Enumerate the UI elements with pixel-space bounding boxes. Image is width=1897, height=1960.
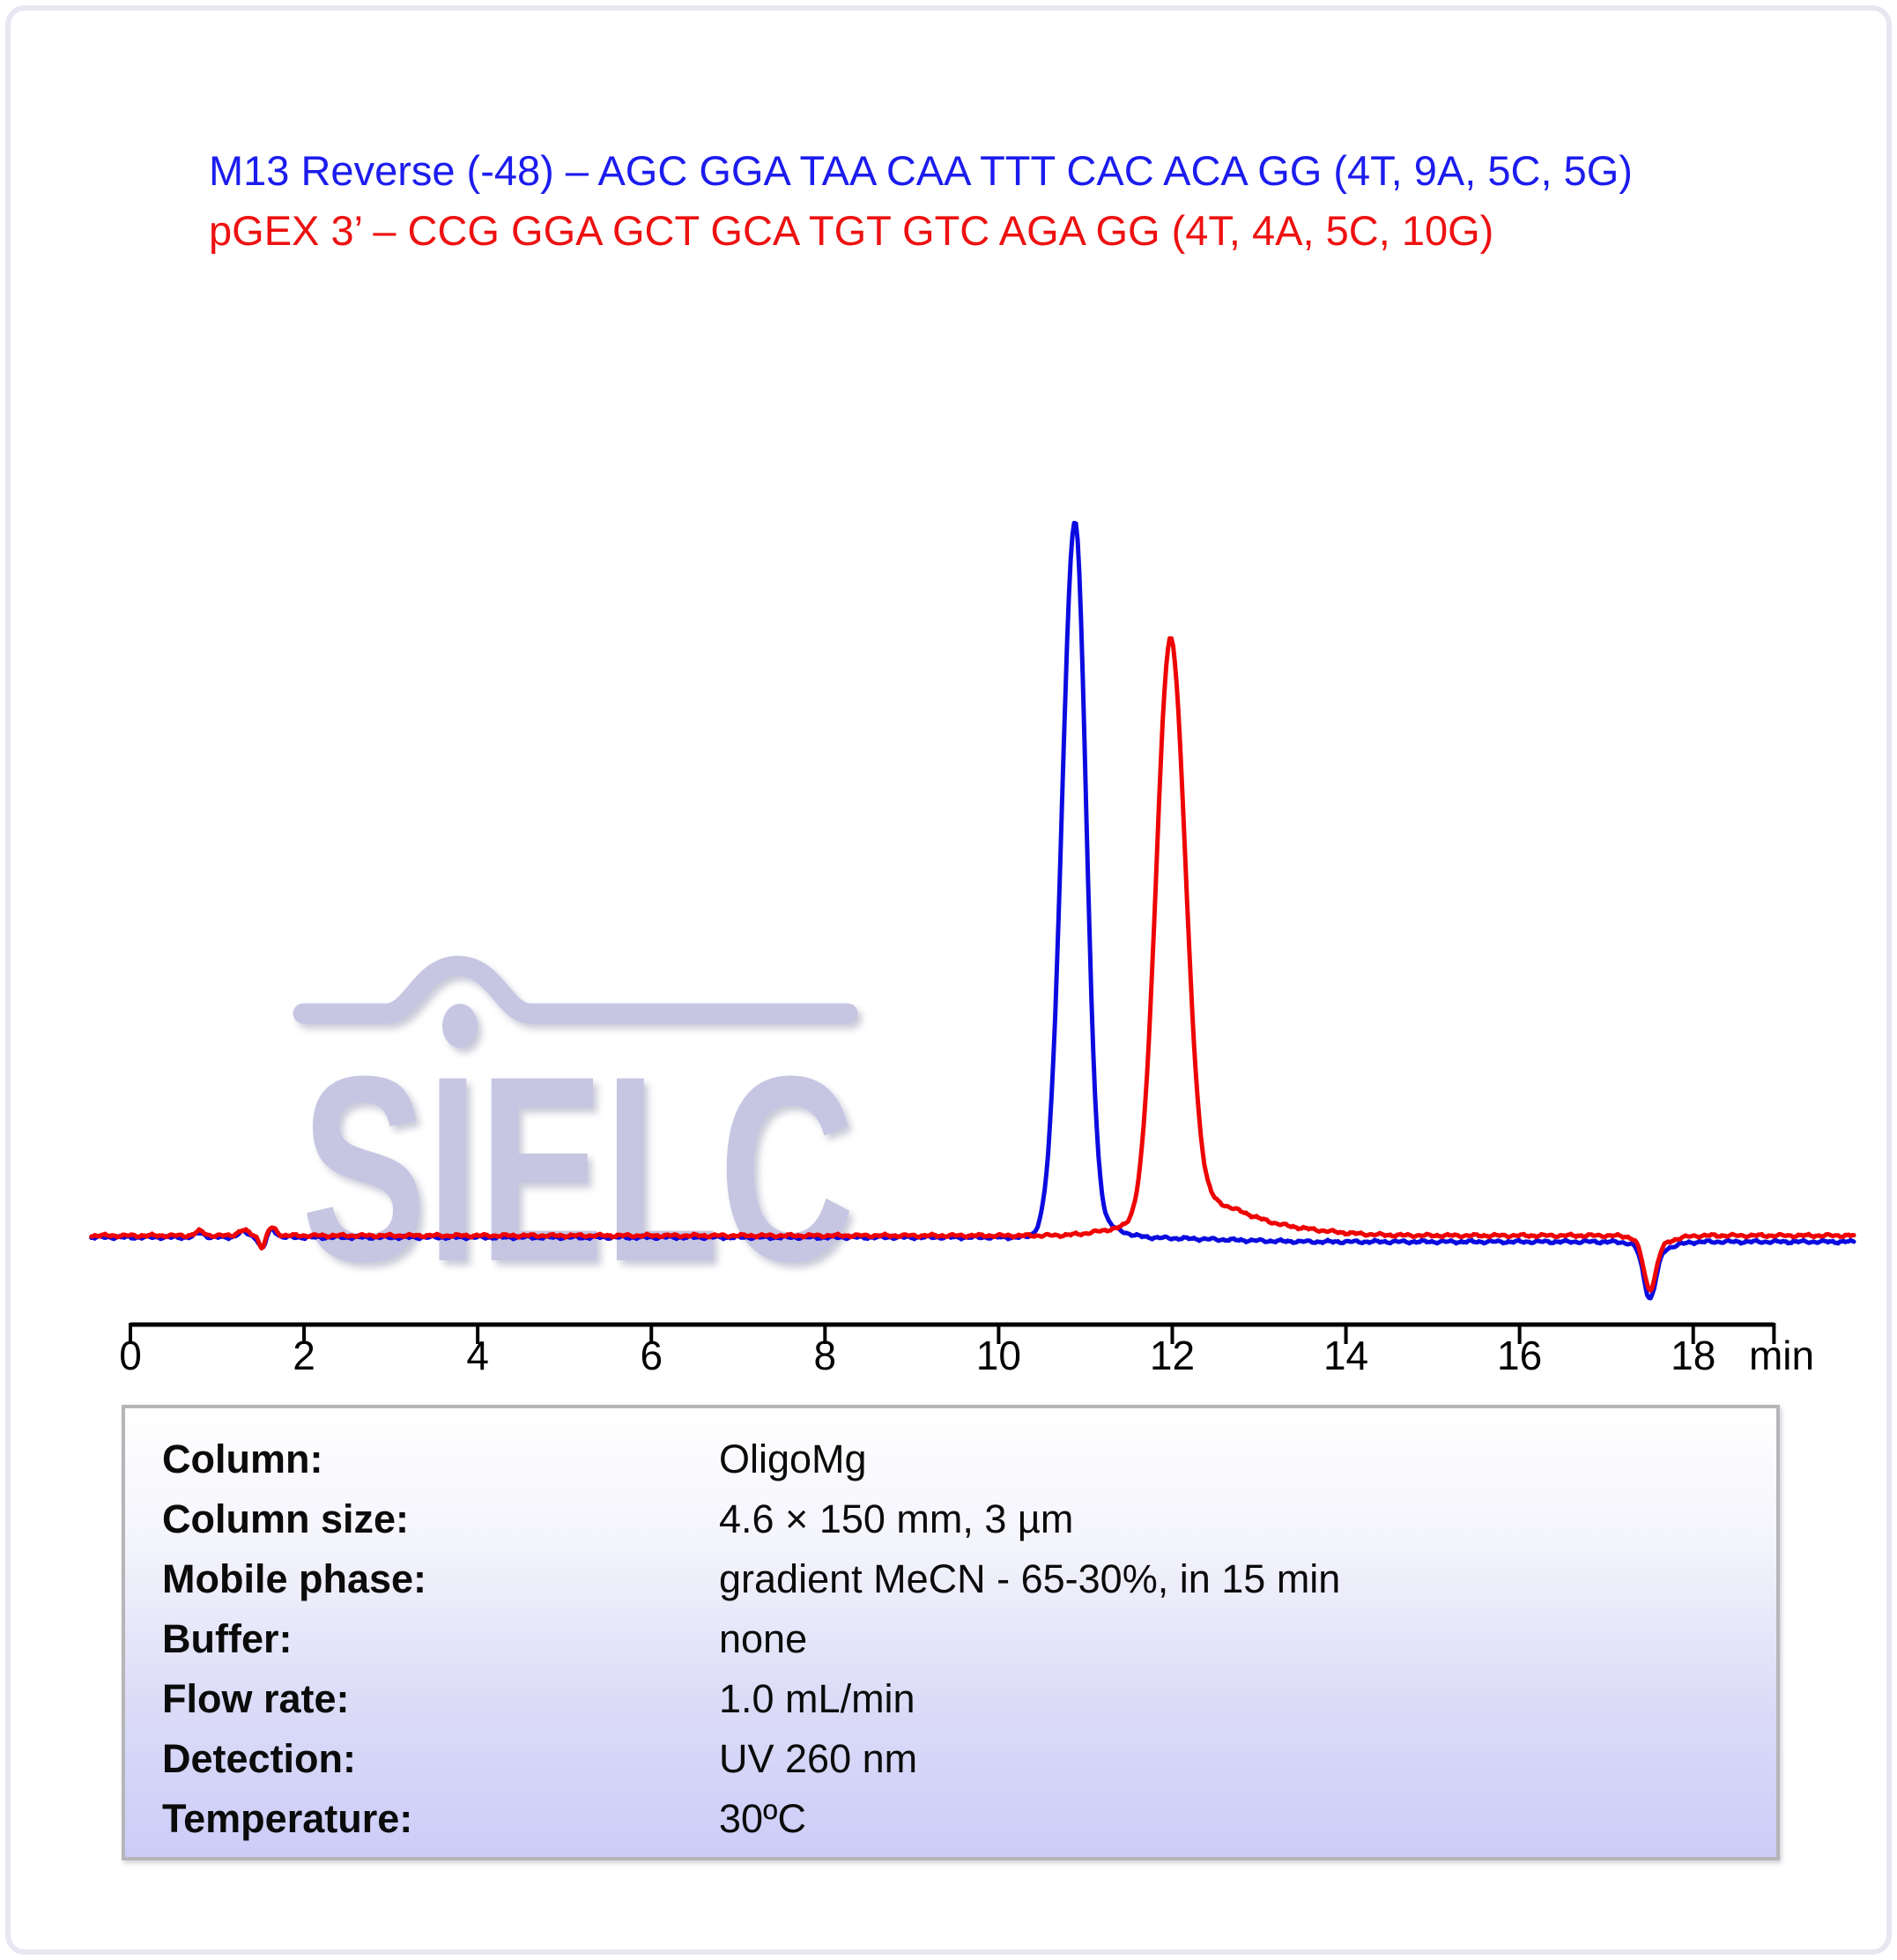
param-label: Temperature: bbox=[162, 1796, 413, 1841]
x-tick-label: 18 bbox=[1671, 1333, 1716, 1378]
param-value: 1.0 mL/min bbox=[719, 1676, 915, 1721]
param-label: Mobile phase: bbox=[162, 1556, 427, 1601]
param-label: Column size: bbox=[162, 1496, 410, 1541]
param-row: Column: OligoMg bbox=[125, 1429, 1776, 1489]
x-axis bbox=[129, 1322, 1776, 1344]
logo-dot-icon bbox=[442, 1004, 478, 1048]
param-row: Detection: UV 260 nm bbox=[125, 1729, 1776, 1789]
logo-peak-curve-icon bbox=[293, 955, 858, 1024]
x-tick-label: 14 bbox=[1323, 1333, 1369, 1378]
param-value: gradient MeCN - 65-30%, in 15 min bbox=[719, 1556, 1341, 1601]
trace-red-pgex bbox=[89, 635, 1856, 1293]
x-tick-label: 12 bbox=[1149, 1333, 1196, 1378]
sielc-watermark-logo: SIELC bbox=[293, 955, 858, 1317]
param-value: 4.6 × 150 mm, 3 µm bbox=[719, 1496, 1074, 1541]
trace-layer bbox=[89, 520, 1856, 1301]
param-row: Mobile phase: gradient MeCN - 65-30%, in… bbox=[125, 1549, 1776, 1609]
param-value: UV 260 nm bbox=[719, 1736, 918, 1781]
param-value: 30ºC bbox=[719, 1796, 806, 1841]
param-label: Buffer: bbox=[162, 1616, 293, 1661]
param-value: none bbox=[719, 1616, 808, 1661]
x-tick-label: 2 bbox=[293, 1333, 315, 1378]
x-tick-label: 4 bbox=[466, 1333, 489, 1378]
x-tick-label: 6 bbox=[640, 1333, 663, 1378]
method-parameters-panel: Column: OligoMg Column size: 4.6 × 150 m… bbox=[122, 1405, 1780, 1860]
x-tick-label: 10 bbox=[975, 1333, 1021, 1378]
title-line-red: pGEX 3’ – CCG GGA GCT GCA TGT GTC AGA GG… bbox=[209, 207, 1494, 254]
param-label: Detection: bbox=[162, 1736, 357, 1781]
param-label: Flow rate: bbox=[162, 1676, 350, 1721]
x-tick-label: 0 bbox=[119, 1333, 142, 1378]
param-row: Flow rate: 1.0 mL/min bbox=[125, 1669, 1776, 1729]
param-row: Column size: 4.6 × 150 mm, 3 µm bbox=[125, 1489, 1776, 1549]
param-value: OligoMg bbox=[719, 1437, 867, 1481]
x-tick-label: 8 bbox=[813, 1333, 837, 1378]
title-line-blue: M13 Reverse (-48) – AGC GGA TAA CAA TTT … bbox=[209, 147, 1633, 194]
logo-text: SIELC bbox=[301, 1021, 855, 1317]
param-row: Temperature: 30ºC bbox=[125, 1789, 1776, 1849]
param-row: Buffer: none bbox=[125, 1609, 1776, 1669]
x-axis-unit-label: min bbox=[1748, 1333, 1815, 1378]
title-block: M13 Reverse (-48) – AGC GGA TAA CAA TTT … bbox=[209, 141, 1633, 261]
param-label: Column: bbox=[162, 1437, 323, 1481]
x-tick-label: 16 bbox=[1497, 1333, 1543, 1378]
